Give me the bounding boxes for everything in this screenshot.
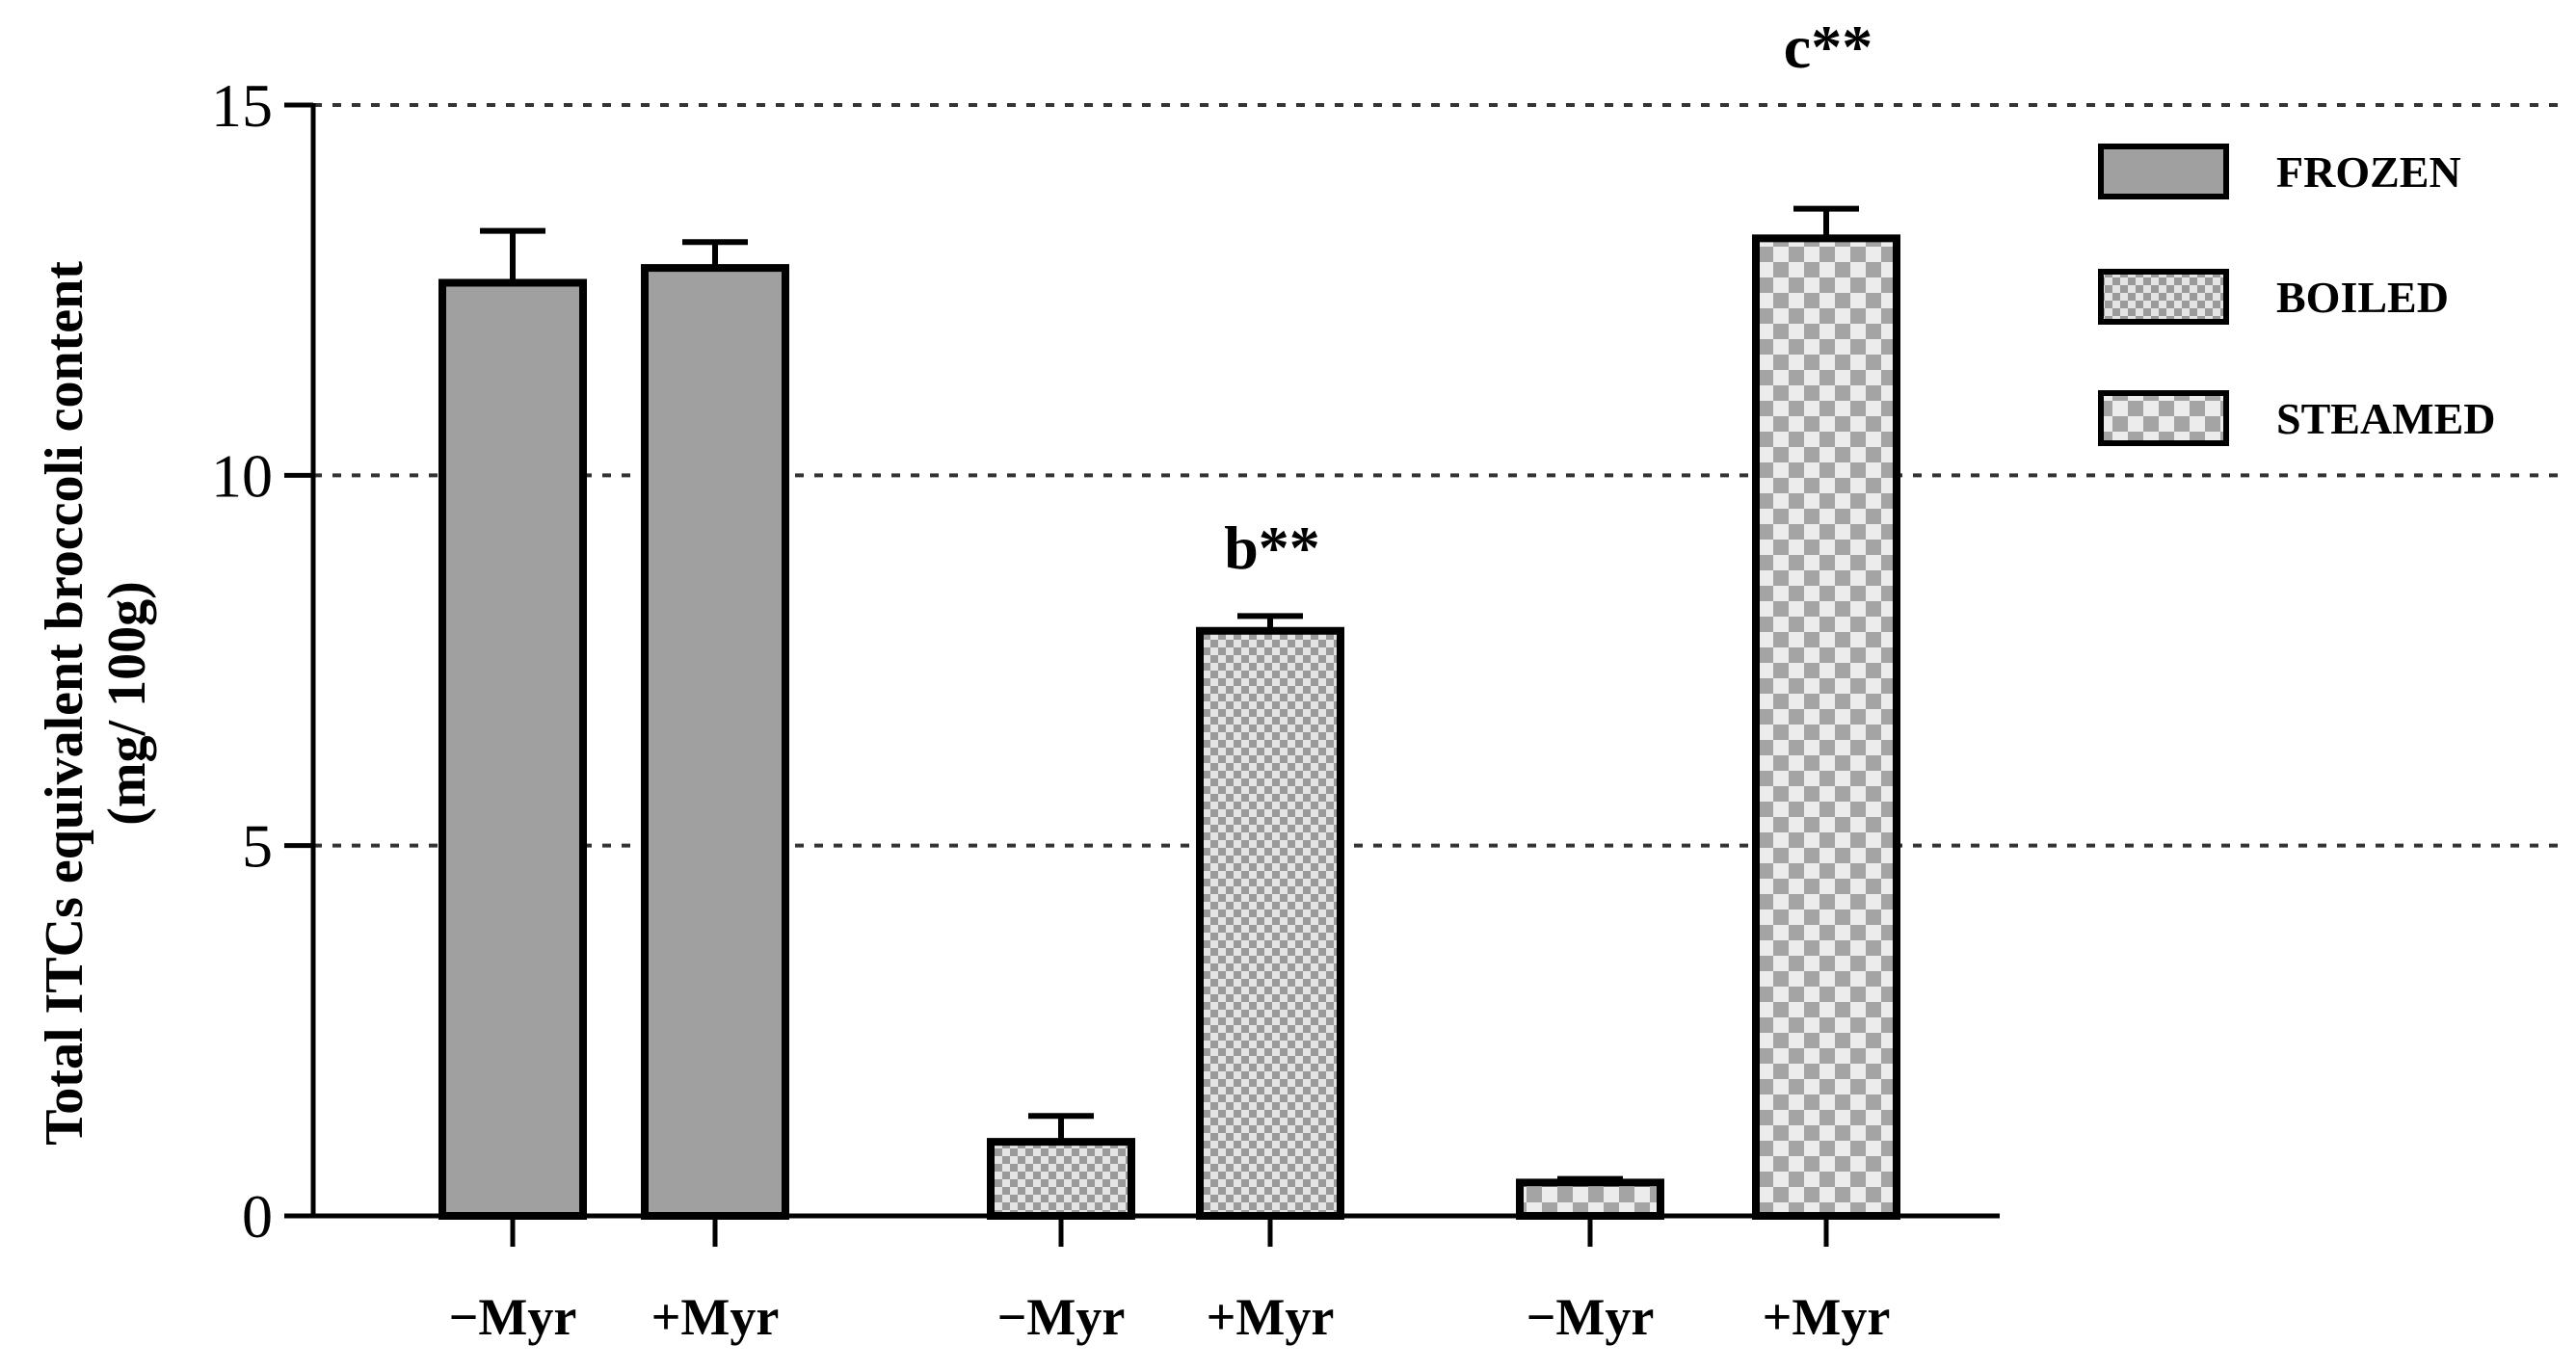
y-tick-label: 5 [242, 812, 273, 881]
x-tick-label: +Myr [1207, 1288, 1335, 1346]
bar-steamed-plus [1752, 234, 1900, 1221]
axes: 0 5 10 15 [211, 71, 2000, 1251]
x-tick-label: −Myr [449, 1288, 577, 1346]
significance-annotation: c** [1784, 13, 1872, 81]
x-tick-label: +Myr [651, 1288, 780, 1346]
legend-swatch-boiled [2098, 269, 2229, 325]
x-tick-label: −Myr [997, 1288, 1126, 1346]
legend: FROZEN BOILED STEAMED [2098, 144, 2495, 446]
bar-boiled-minus [987, 1138, 1135, 1220]
significance-annotation: b** [1224, 514, 1320, 582]
y-axis-title: Total ITCs equivalent broccoli content [35, 261, 94, 1146]
bars [438, 205, 1900, 1221]
bar-steamed-minus [1516, 1178, 1664, 1221]
legend-label-steamed: STEAMED [2276, 394, 2495, 443]
bar-boiled-plus [1196, 626, 1344, 1220]
x-tick-label: −Myr [1527, 1288, 1655, 1346]
y-axis-unit: (mg/ 100g) [97, 581, 157, 826]
y-tick-label: 0 [242, 1182, 273, 1251]
labels: Total ITCs equivalent broccoli content (m… [35, 13, 1890, 1346]
legend-swatch-steamed [2098, 390, 2229, 446]
bar-frozen-minus [438, 278, 587, 1221]
legend-swatch-frozen [2098, 144, 2229, 199]
legend-label-frozen: FROZEN [2276, 147, 2461, 197]
legend-label-boiled: BOILED [2276, 273, 2449, 322]
bar-frozen-plus [641, 264, 789, 1220]
x-tick-label: +Myr [1763, 1288, 1891, 1346]
y-tick-label: 15 [211, 71, 273, 140]
y-tick-label: 10 [211, 441, 273, 510]
